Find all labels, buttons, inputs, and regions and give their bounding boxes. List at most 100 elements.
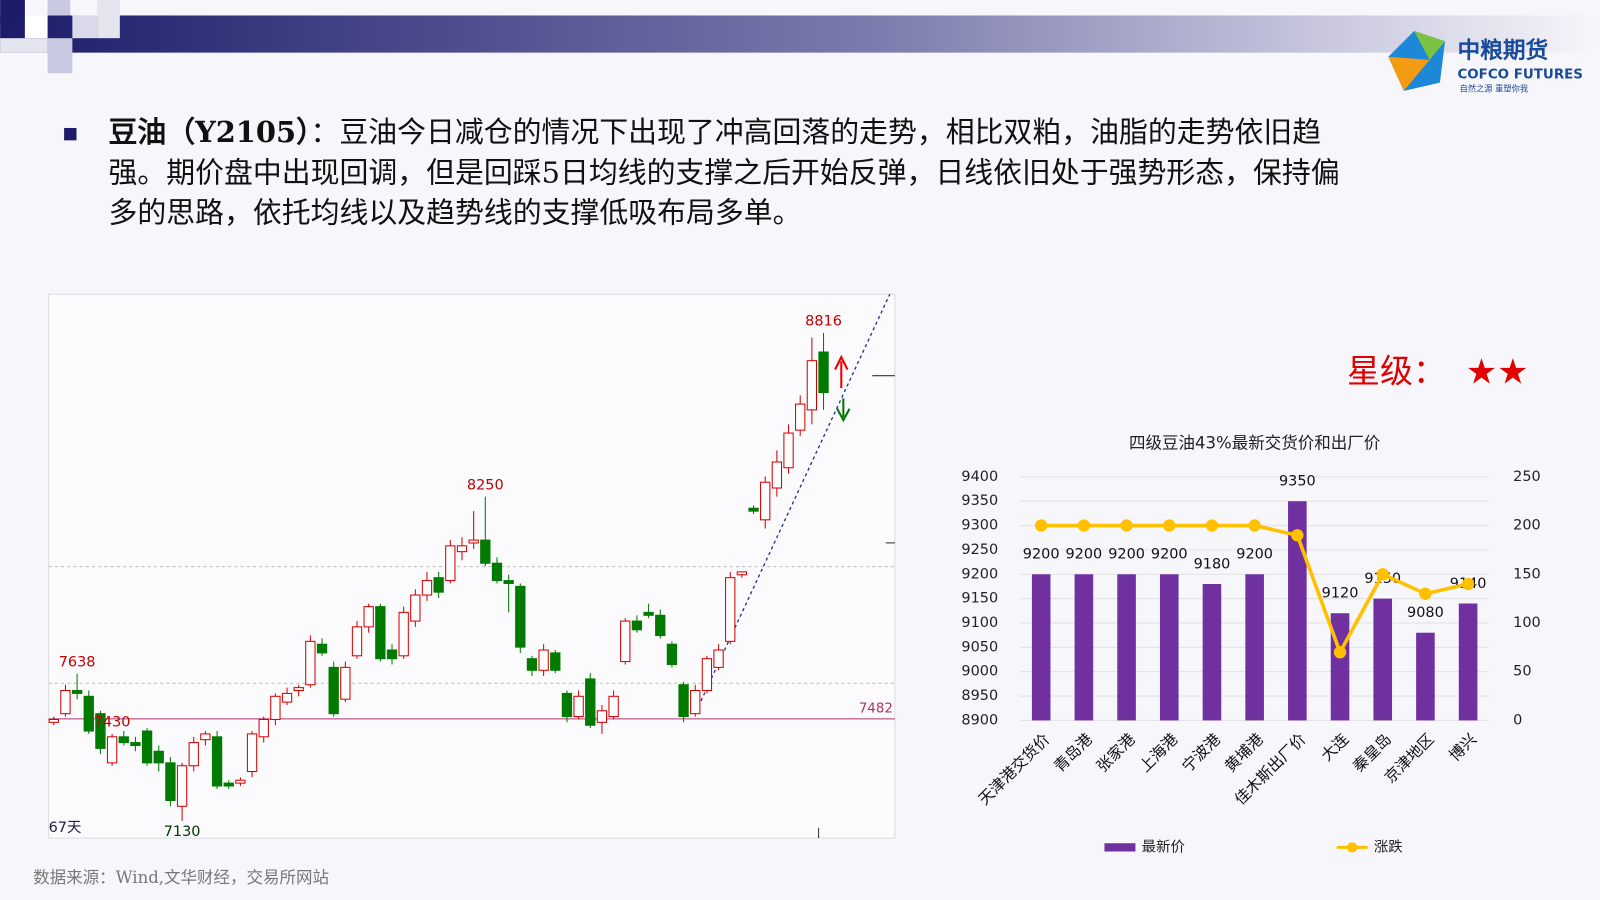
candle-body (48, 718, 59, 723)
y2-tick-label: 200 (1513, 518, 1541, 534)
candle-body (503, 580, 514, 584)
candle-body (736, 571, 748, 576)
bar (1202, 584, 1222, 721)
bar-value-label: 9200 (1108, 547, 1145, 563)
body-line: 豆油（Y2105）：豆油今日减仓的情况下出现了冲高回落的走势，相比双粕，油脂的走… (108, 115, 1321, 149)
candle-body (118, 736, 129, 744)
line-point (1461, 577, 1475, 591)
candle-body (783, 432, 794, 469)
candle-body (130, 742, 141, 747)
line-point (1034, 519, 1048, 532)
candle-body (433, 577, 444, 593)
peak-label: 7638 (59, 654, 96, 670)
candle-body (165, 762, 176, 801)
candle-body (526, 658, 538, 671)
line-point (1291, 529, 1304, 542)
candle-body (83, 695, 94, 732)
peak-label: 8250 (467, 477, 504, 493)
bar (1416, 632, 1435, 721)
candle-body (351, 626, 363, 657)
logo: 中粮期货 COFCO FUTURES 自然之源 重塑你我 (1388, 30, 1583, 93)
y-tick-label: 9100 (961, 615, 998, 631)
candle-body (398, 611, 409, 657)
candle-body (713, 649, 724, 668)
candle-body (60, 690, 71, 715)
candle-body (748, 507, 759, 512)
peak-label: 7430 (94, 715, 131, 731)
candle-body (515, 585, 526, 648)
line-point (1205, 519, 1219, 532)
y-tick-label: 9050 (961, 639, 998, 655)
candlestick-chart: 7482 8816 8250 7638 7430 7130 67天 (48, 293, 896, 840)
candle-body (771, 461, 783, 489)
bar-line-chart: 四级豆油43%最新交货价和出厂价 8900 8950 9000 9050 9100 9150… (961, 433, 1540, 855)
y2-tick-label: 250 (1513, 469, 1541, 485)
x-tick-label: 天津港交货价 (975, 730, 1053, 808)
candle-body (678, 684, 689, 718)
y-tick-label: 9250 (961, 542, 998, 558)
y-tick-label: 8950 (961, 688, 998, 704)
line-point (1376, 568, 1389, 581)
y-tick-label: 9000 (961, 664, 998, 680)
candle-body (760, 481, 771, 521)
candle-body (363, 606, 374, 628)
candle-body (293, 687, 304, 692)
candle-body (643, 611, 654, 616)
x-tick-label: 大连 (1318, 730, 1353, 765)
candle-body (806, 360, 818, 411)
candle-body (305, 640, 316, 686)
bar (1074, 574, 1094, 721)
candle-body (153, 750, 164, 764)
candle-body (375, 606, 386, 660)
bar (1288, 501, 1307, 721)
bar-value-label: 9350 (1279, 474, 1316, 490)
candle-body (666, 643, 678, 665)
bar (1159, 574, 1179, 721)
x-tick-label: 宁波港 (1179, 730, 1225, 776)
candle-body (188, 742, 199, 767)
candle-body (701, 658, 713, 692)
line-point (1077, 519, 1091, 532)
candle-body (95, 713, 106, 749)
line-point (1248, 519, 1261, 532)
candle-body (246, 733, 258, 773)
candle-body (340, 666, 351, 700)
legend-label: 最新价 (1142, 838, 1185, 855)
candle-body (316, 643, 328, 654)
candle-body (655, 614, 666, 637)
candle-body (608, 695, 619, 718)
candle-body (818, 351, 829, 394)
bar-value-label: 9200 (1151, 547, 1188, 563)
candle-body (585, 678, 596, 726)
x-tick-label: 青岛港 (1051, 730, 1097, 776)
rating-label: 星级： (1347, 352, 1446, 391)
line-point (1333, 646, 1347, 659)
bar (1458, 603, 1478, 721)
legend-swatch (1347, 842, 1358, 853)
candle-body (573, 695, 584, 718)
candle-body (258, 718, 269, 738)
candle-body (445, 545, 456, 582)
candle-body (561, 692, 573, 718)
y-tick-label: 9300 (961, 518, 998, 534)
chart-title: 四级豆油43%最新交货价和出厂价 (1129, 433, 1380, 452)
candle-body (281, 692, 293, 703)
body-text: ：豆油今日减仓的情况下出现了冲高回落的走势，相比双粕，油脂的走势依旧趋 (311, 115, 1322, 149)
candle-body (328, 666, 339, 715)
candle-body (410, 594, 421, 622)
y2-tick-label: 50 (1513, 664, 1531, 680)
candle-body (468, 539, 479, 544)
body-label: 豆油（Y2105） (108, 115, 310, 149)
candle-body (223, 782, 234, 787)
candle-body (538, 649, 549, 671)
candle-body (141, 730, 153, 764)
rating-stars: ★★ (1466, 352, 1529, 393)
candle-body (690, 690, 701, 715)
header-banner (0, 0, 1600, 74)
candle-body (106, 736, 118, 764)
line-point (1419, 587, 1432, 600)
y-tick-label: 9200 (961, 566, 998, 582)
candle-body (200, 733, 211, 741)
brand-en: COFCO FUTURES (1457, 67, 1583, 82)
